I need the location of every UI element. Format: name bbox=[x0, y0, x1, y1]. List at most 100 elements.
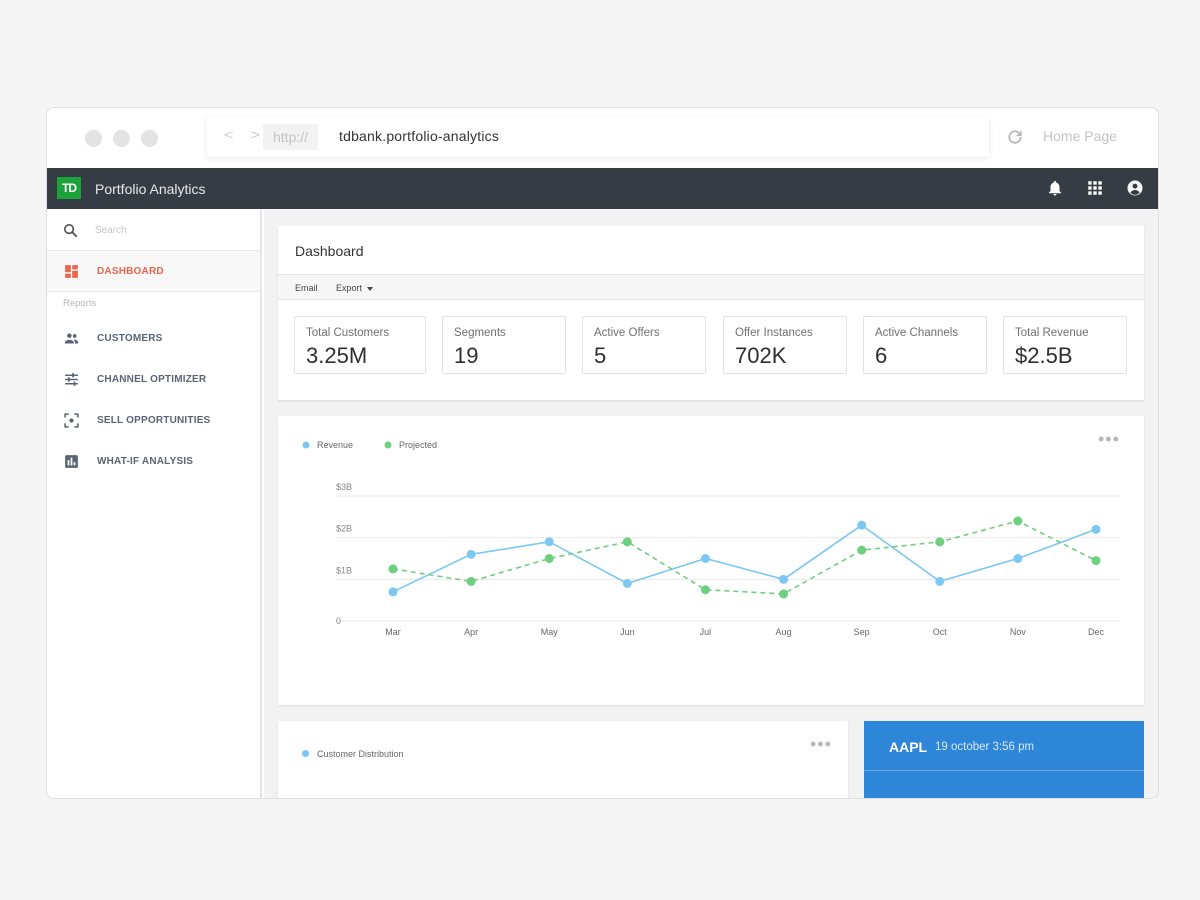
reload-icon[interactable] bbox=[1005, 127, 1025, 147]
export-label: Export bbox=[336, 283, 363, 293]
legend-label: Customer Distribution bbox=[317, 748, 404, 759]
sidebar-item-label: WHAT-IF ANALYSIS bbox=[97, 456, 194, 467]
kpi-card: Active Channels 6 bbox=[863, 316, 987, 374]
data-point bbox=[544, 537, 554, 547]
more-options-icon[interactable]: ••• bbox=[1098, 429, 1120, 449]
search-input[interactable] bbox=[95, 221, 245, 239]
data-point bbox=[1013, 516, 1023, 526]
sidebar-item-channel-optimizer[interactable]: CHANNEL OPTIMIZER bbox=[47, 359, 260, 400]
browser-chrome: < > http:// tdbank.portfolio-analytics H… bbox=[47, 108, 1158, 168]
back-forward-arrows[interactable]: < > bbox=[223, 128, 267, 143]
dashboard-icon bbox=[65, 265, 78, 278]
sidebar-item-label: SELL OPPORTUNITIES bbox=[97, 415, 211, 426]
apps-grid-icon[interactable] bbox=[1086, 179, 1104, 197]
x-tick-label: Nov bbox=[1010, 627, 1027, 637]
export-dropdown[interactable]: Export bbox=[336, 283, 374, 293]
data-point bbox=[935, 537, 945, 547]
kpi-card: Total Revenue $2.5B bbox=[1003, 316, 1127, 374]
sidebar-item-label: CUSTOMERS bbox=[97, 333, 163, 344]
legend-dot bbox=[384, 441, 392, 449]
revenue-chart-card: ••• Revenue Projected 0 $1B $2B $3B Mar Apr May J… bbox=[278, 416, 1144, 705]
focus-target-icon bbox=[64, 413, 79, 428]
sidebar-item-customers[interactable]: CUSTOMERS bbox=[47, 318, 260, 359]
legend-dot bbox=[302, 441, 310, 449]
stock-ticker-card[interactable]: AAPL 19 october 3:56 pm bbox=[864, 721, 1144, 798]
search-icon[interactable] bbox=[62, 222, 79, 239]
dashboard-card: Dashboard Email Export Total Customers 3… bbox=[278, 226, 1144, 400]
sidebar-item-sell-opportunities[interactable]: SELL OPPORTUNITIES bbox=[47, 400, 260, 441]
data-point bbox=[466, 576, 476, 586]
bar-chart-icon bbox=[65, 455, 78, 468]
kpi-card: Total Customers 3.25M bbox=[294, 316, 426, 374]
bell-icon[interactable] bbox=[1046, 179, 1064, 197]
kpi-label: Active Offers bbox=[594, 327, 660, 339]
kpi-label: Total Revenue bbox=[1015, 327, 1089, 339]
data-point bbox=[388, 587, 398, 597]
x-tick-label: Jun bbox=[620, 627, 635, 637]
kpi-value: 702K bbox=[735, 343, 787, 368]
app-title: Portfolio Analytics bbox=[95, 181, 206, 197]
kpi-card: Active Offers 5 bbox=[582, 316, 706, 374]
x-tick-label: May bbox=[541, 627, 559, 637]
sidebar-item-what-if-analysis[interactable]: WHAT-IF ANALYSIS bbox=[47, 441, 260, 482]
ticker-symbol: AAPL bbox=[889, 739, 928, 755]
data-point bbox=[700, 554, 710, 563]
kpi-value: 3.25M bbox=[306, 343, 368, 368]
x-tick-label: Apr bbox=[464, 627, 478, 637]
series-line bbox=[392, 520, 1097, 595]
sliders-icon bbox=[65, 373, 78, 386]
email-button[interactable]: Email bbox=[295, 283, 318, 293]
y-tick-label: $3B bbox=[336, 482, 352, 492]
data-point bbox=[1091, 556, 1101, 566]
kpi-value: $2.5B bbox=[1015, 343, 1073, 368]
home-page-link[interactable]: Home Page bbox=[1043, 128, 1117, 144]
window-close-dot[interactable] bbox=[85, 130, 102, 147]
sidebar-group-label: Reports bbox=[63, 298, 97, 309]
td-logo: TD bbox=[57, 177, 81, 199]
customer-distribution-card: ••• Customer Distribution bbox=[278, 721, 848, 798]
divider bbox=[864, 770, 1144, 771]
page-title: Dashboard bbox=[295, 243, 364, 259]
x-tick-label: Jul bbox=[700, 627, 712, 637]
browser-window: < > http:// tdbank.portfolio-analytics H… bbox=[46, 107, 1159, 799]
data-point bbox=[700, 585, 710, 595]
url-protocol: http:// bbox=[263, 124, 319, 150]
x-tick-label: Aug bbox=[776, 627, 792, 637]
legend-label: Projected bbox=[399, 440, 437, 450]
kpi-card: Segments 19 bbox=[442, 316, 566, 374]
more-options-icon[interactable]: ••• bbox=[810, 734, 832, 754]
sidebar-item-dashboard[interactable]: DASHBOARD bbox=[47, 251, 260, 292]
x-tick-label: Mar bbox=[385, 627, 401, 637]
data-point bbox=[779, 574, 789, 584]
app-header: TD Portfolio Analytics bbox=[47, 168, 1158, 209]
address-bar[interactable]: < > http:// tdbank.portfolio-analytics bbox=[207, 117, 989, 157]
kpi-value: 5 bbox=[594, 343, 607, 368]
kpi-value: 19 bbox=[454, 343, 479, 368]
caret-down-icon bbox=[367, 286, 374, 291]
y-tick-label: $2B bbox=[336, 524, 352, 534]
data-point bbox=[622, 537, 632, 547]
x-tick-label: Oct bbox=[933, 627, 948, 637]
url-text[interactable]: tdbank.portfolio-analytics bbox=[339, 128, 500, 144]
people-icon bbox=[64, 333, 79, 344]
sidebar: DASHBOARD Reports CUSTOMERS CHANNEL OPTI… bbox=[47, 209, 262, 798]
kpi-label: Active Channels bbox=[875, 327, 959, 339]
window-maximize-dot[interactable] bbox=[141, 130, 158, 147]
kpi-card: Offer Instances 702K bbox=[723, 316, 847, 374]
account-circle-icon[interactable] bbox=[1126, 179, 1144, 197]
sidebar-search bbox=[47, 209, 260, 251]
data-point bbox=[466, 549, 476, 559]
window-controls bbox=[85, 130, 158, 147]
x-tick-label: Dec bbox=[1088, 627, 1105, 637]
kpi-label: Segments bbox=[454, 327, 506, 339]
dashboard-toolbar: Email Export bbox=[278, 274, 1144, 300]
window-minimize-dot[interactable] bbox=[113, 130, 130, 147]
kpi-label: Offer Instances bbox=[735, 327, 813, 339]
data-point bbox=[622, 579, 632, 588]
data-point bbox=[857, 520, 867, 530]
series-line bbox=[392, 524, 1097, 593]
data-point bbox=[388, 564, 398, 574]
y-tick-label: $1B bbox=[336, 565, 352, 575]
ticker-timestamp: 19 october 3:56 pm bbox=[935, 741, 1035, 753]
data-point bbox=[1091, 524, 1101, 534]
